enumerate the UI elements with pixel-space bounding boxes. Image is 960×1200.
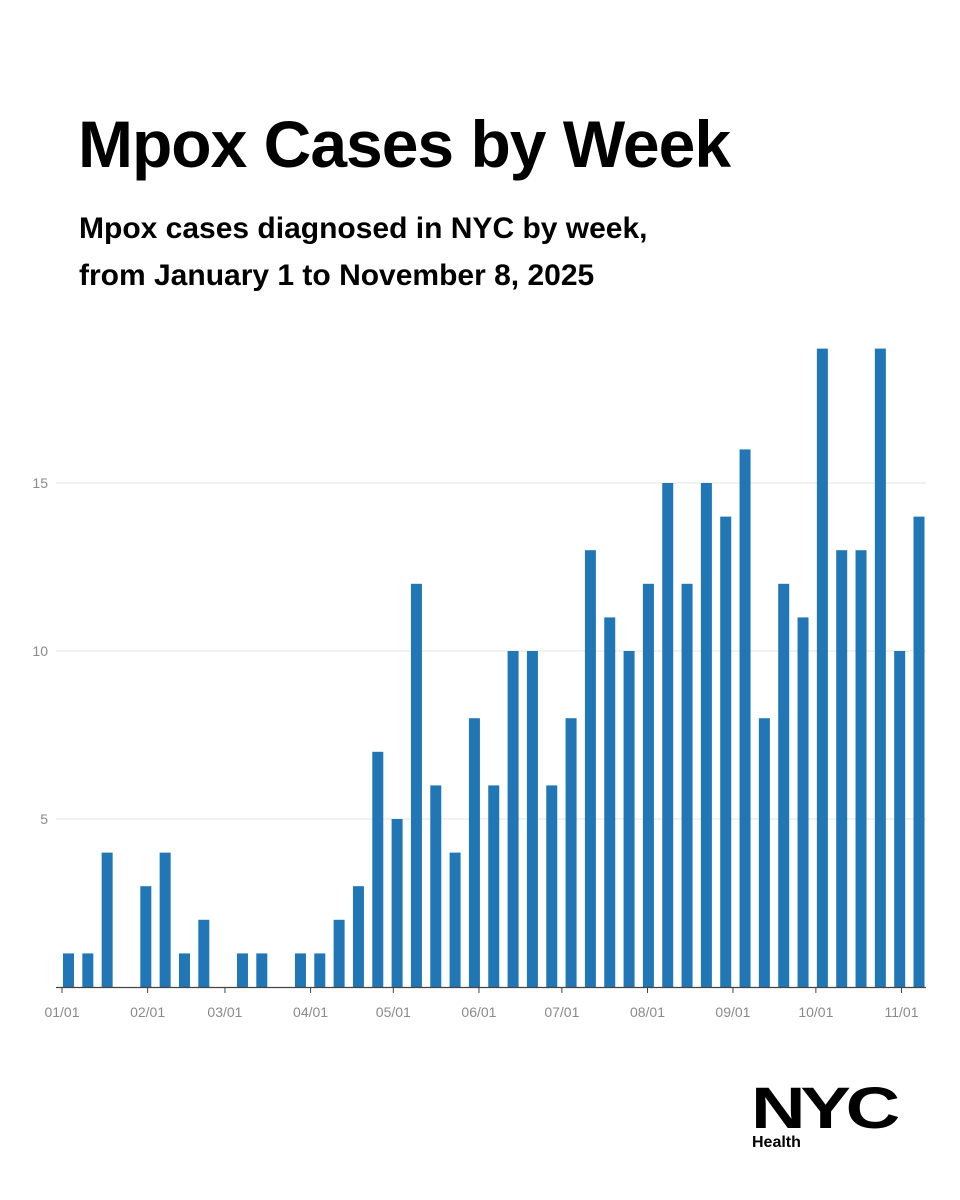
bar-week-11: Wk 11: 1	[256, 953, 268, 987]
bar-week-19: Wk 19: 12	[410, 583, 422, 987]
x-tick-label-11/01: 11/01	[885, 1004, 919, 1020]
bar-week-6: Wk 6: 4	[159, 852, 171, 987]
bar-week-5: Wk 5: 3	[140, 886, 152, 987]
bar-week-38: Wk 38: 12	[778, 583, 790, 987]
bar-week-16: Wk 16: 3	[352, 886, 364, 987]
bar-week-14: Wk 14: 1	[314, 953, 326, 987]
y-tick-label-10: 10	[32, 643, 48, 659]
bar-week-37: Wk 37: 8	[758, 718, 770, 987]
x-tick-label-06/01: 06/01	[461, 1004, 496, 1020]
x-tick-label-10/01: 10/01	[798, 1004, 833, 1020]
x-tick-label-05/01: 05/01	[376, 1004, 411, 1020]
nyc-logo-health-label: Health	[752, 1134, 801, 1151]
x-tick-label-02/01: 02/01	[130, 1004, 165, 1020]
bar-week-28: Wk 28: 13	[584, 550, 596, 987]
nyc-logo-mark: NYC	[751, 1076, 899, 1141]
bar-week-22: Wk 22: 8	[468, 718, 480, 987]
y-tick-label-15: 15	[32, 475, 48, 491]
bar-week-7: Wk 7: 1	[178, 953, 190, 987]
bar-week-44: Wk 44: 10	[894, 651, 906, 987]
nyc-health-logo: NYC Health	[751, 1076, 900, 1151]
bar-week-43: Wk 43: 19	[874, 348, 886, 988]
bar-week-20: Wk 20: 6	[430, 785, 442, 987]
bar-week-25: Wk 25: 10	[526, 651, 538, 987]
bar-week-40: Wk 40: 19	[816, 348, 828, 988]
x-tick-label-03/01: 03/01	[207, 1004, 242, 1020]
bar-week-41: Wk 41: 13	[836, 550, 848, 987]
bars: Wk 1: 1Wk 2: 1Wk 3: 4Wk 4: 0Wk 5: 3Wk 6:…	[63, 348, 925, 988]
x-axis: 01/01 02/01 03/01 04/01 05/01 06/01 07/01 08/01…	[44, 986, 926, 1020]
bar-week-2: Wk 2: 1	[82, 953, 94, 987]
bar-week-27: Wk 27: 8	[565, 718, 577, 987]
bar-week-3: Wk 3: 4	[101, 852, 113, 987]
bar-week-39: Wk 39: 11	[797, 617, 809, 987]
bar-week-15: Wk 15: 2	[333, 919, 345, 987]
bar-week-24: Wk 24: 10	[507, 651, 519, 987]
bar-week-34: Wk 34: 15	[700, 483, 712, 987]
bar-week-13: Wk 13: 1	[294, 953, 306, 987]
bar-week-35: Wk 35: 14	[720, 516, 732, 987]
y-tick-label-5: 5	[40, 811, 48, 827]
bar-week-29: Wk 29: 11	[604, 617, 616, 987]
bar-week-33: Wk 33: 12	[681, 583, 693, 987]
bar-week-45: Wk 45: 14	[913, 516, 925, 987]
x-tick-label-07/01: 07/01	[544, 1004, 579, 1020]
bar-week-42: Wk 42: 13	[855, 550, 867, 987]
bar-week-31: Wk 31: 12	[642, 583, 654, 987]
bar-week-1: Wk 1: 1	[63, 953, 74, 987]
bar-week-26: Wk 26: 6	[546, 785, 558, 987]
bar-week-23: Wk 23: 6	[488, 785, 500, 987]
x-tick-label-01/01: 01/01	[44, 1004, 79, 1020]
bar-week-36: Wk 36: 16	[739, 449, 751, 987]
bar-week-8: Wk 8: 2	[198, 919, 210, 987]
x-tick-label-09/01: 09/01	[715, 1004, 750, 1020]
chart-subtitle: Mpox cases diagnosed in NYC by week, fro…	[79, 205, 879, 299]
chart-title: Mpox Cases by Week	[78, 107, 731, 181]
bar-week-10: Wk 10: 1	[236, 953, 248, 987]
x-tick-label-08/01: 08/01	[630, 1004, 665, 1020]
bar-week-32: Wk 32: 15	[662, 483, 674, 987]
bar-week-30: Wk 30: 10	[623, 651, 635, 987]
bar-week-21: Wk 21: 4	[449, 852, 461, 987]
chart-subtitle-line-1: Mpox cases diagnosed in NYC by week,	[79, 212, 648, 245]
bar-week-18: Wk 18: 5	[391, 819, 403, 987]
bar-week-17: Wk 17: 7	[372, 751, 384, 987]
chart-subtitle-line-2: from January 1 to November 8, 2025	[79, 259, 595, 292]
x-tick-label-04/01: 04/01	[293, 1004, 328, 1020]
